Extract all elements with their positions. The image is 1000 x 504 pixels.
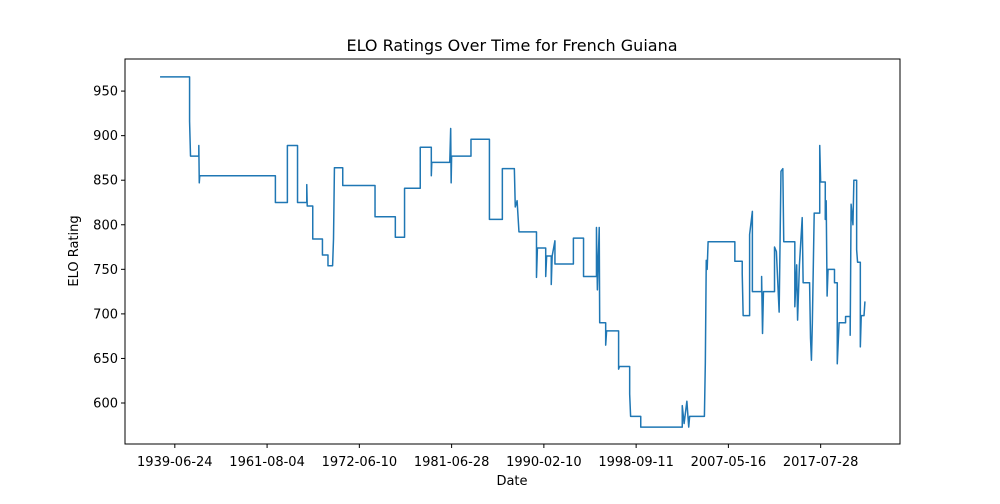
y-tick-label: 950 <box>93 85 118 100</box>
y-axis-label: ELO Rating <box>67 215 82 286</box>
y-tick-label: 850 <box>93 174 118 189</box>
y-tick-label: 700 <box>93 307 118 322</box>
y-tick-label: 600 <box>93 397 118 412</box>
x-axis-label: Date <box>496 474 527 489</box>
x-tick-label: 1939-06-24 <box>137 455 213 470</box>
x-tick-label: 2017-07-28 <box>783 455 859 470</box>
y-tick-label: 800 <box>93 218 118 233</box>
x-tick-label: 1981-06-28 <box>414 455 490 470</box>
chart-title: ELO Ratings Over Time for French Guiana <box>346 36 677 55</box>
x-tick-label: 2007-05-16 <box>691 455 767 470</box>
plot-frame <box>124 58 901 445</box>
x-tick-label: 1990-02-10 <box>506 455 582 470</box>
x-tick-label: 1961-08-04 <box>229 455 305 470</box>
x-tick-label: 1972-06-10 <box>322 455 398 470</box>
y-tick-label: 750 <box>93 263 118 278</box>
data-line <box>160 76 866 428</box>
y-tick-label: 650 <box>93 352 118 367</box>
y-tick-label: 900 <box>93 129 118 144</box>
x-tick-label: 1998-09-11 <box>598 455 674 470</box>
